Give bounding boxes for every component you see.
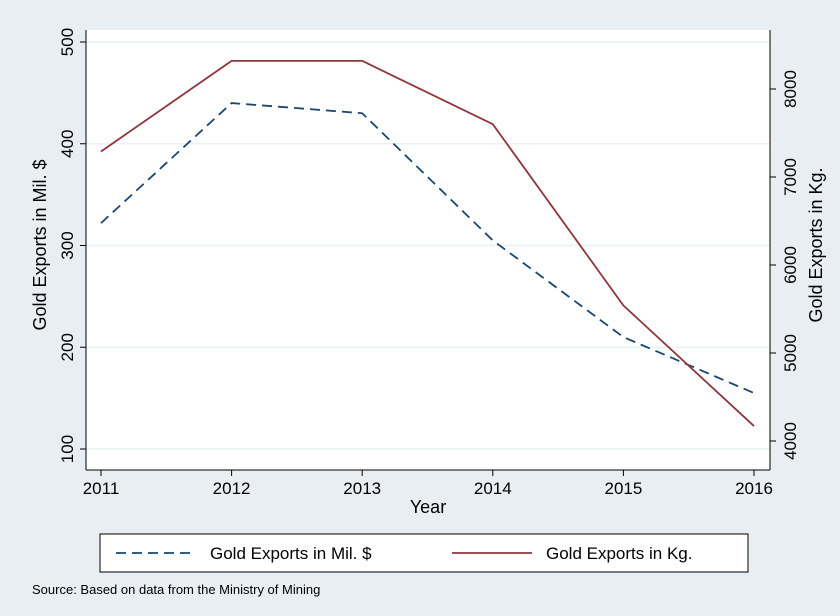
x-axis-title: Year xyxy=(410,497,446,517)
series-lines xyxy=(100,59,755,427)
plot-region xyxy=(86,30,770,470)
series-line-mil xyxy=(100,102,755,394)
legend-label-kg: Gold Exports in Kg. xyxy=(546,544,692,563)
legend: Gold Exports in Mil. $ Gold Exports in K… xyxy=(99,533,749,573)
legend-box xyxy=(99,533,749,573)
x-tick-label: 2015 xyxy=(604,479,642,498)
x-tick-label: 2016 xyxy=(735,479,773,498)
y-left-tick-label: 100 xyxy=(58,435,77,463)
legend-label-mil: Gold Exports in Mil. $ xyxy=(210,544,372,563)
x-tick-label: 2011 xyxy=(83,479,120,498)
x-tick-label: 2013 xyxy=(343,479,381,498)
tick-marks: 2011 2012 2013 2014 2015 2016 100 200 300 400 500 4… xyxy=(58,28,800,498)
y-left-tick-label: 200 xyxy=(58,333,77,361)
y-right-tick-label: 5000 xyxy=(781,334,800,372)
source-note: Source: Based on data from the Ministry … xyxy=(32,582,320,597)
y-right-tick-label: 7000 xyxy=(781,158,800,196)
grid-lines xyxy=(86,41,770,450)
y-left-tick-label: 400 xyxy=(58,130,77,158)
y-axis-right-title: Gold Exports in Kg. xyxy=(806,167,826,322)
y-left-tick-label: 300 xyxy=(58,231,77,259)
axes xyxy=(85,30,771,471)
y-right-tick-label: 4000 xyxy=(781,422,800,460)
x-tick-label: 2012 xyxy=(213,479,251,498)
y-right-tick-label: 6000 xyxy=(781,246,800,284)
x-tick-label: 2014 xyxy=(474,479,512,498)
y-axis-left-title: Gold Exports in Mil. $ xyxy=(30,159,50,330)
y-right-tick-label: 8000 xyxy=(781,70,800,108)
series-line-kg xyxy=(100,59,755,427)
y-left-tick-label: 500 xyxy=(58,28,77,56)
